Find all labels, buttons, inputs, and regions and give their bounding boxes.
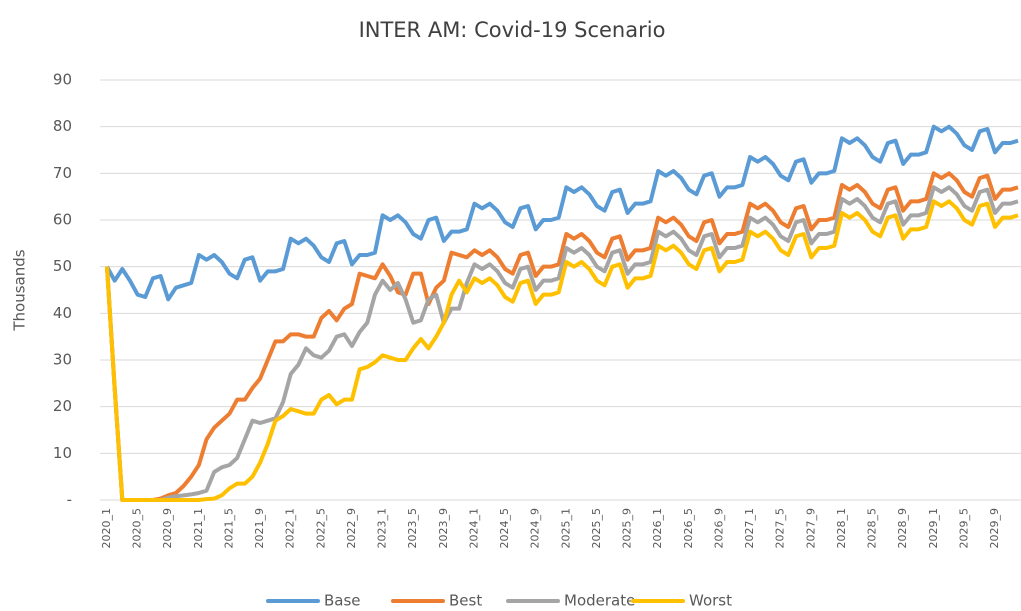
x-tick-label: 2022_1 — [284, 508, 297, 549]
y-tick-label: 20 — [53, 397, 72, 415]
x-tick-label: 2027_1 — [743, 508, 756, 549]
legend-label: Base — [324, 592, 361, 610]
legend-label: Best — [449, 592, 482, 610]
x-tick-label: 2022_9 — [345, 508, 358, 549]
x-tick-label: 2023_9 — [437, 508, 450, 549]
y-tick-label: - — [67, 491, 72, 509]
x-tick-label: 2026_9 — [712, 508, 725, 549]
series-line — [105, 171, 1019, 502]
x-tick-label: 2023_1 — [376, 508, 389, 549]
x-tick-label: 2027_9 — [804, 508, 817, 549]
series-line — [105, 199, 1019, 502]
x-tick-label: 2025_5 — [590, 508, 603, 549]
x-tick-label: 2029_5 — [957, 508, 970, 549]
x-tick-label: 2023_5 — [406, 508, 419, 549]
legend-label: Worst — [689, 592, 732, 610]
x-tick-label: 2024_5 — [498, 508, 511, 549]
series-line — [105, 124, 1019, 302]
x-tick-label: 2025_9 — [621, 508, 634, 549]
x-tick-label: 2026_1 — [651, 508, 664, 549]
x-tick-label: 2020_9 — [161, 508, 174, 549]
y-tick-label: 70 — [53, 164, 72, 182]
chart-title: INTER AM: Covid-19 Scenario — [359, 18, 666, 42]
x-tick-label: 2025_1 — [559, 508, 572, 549]
x-tick-label: 2029_1 — [927, 508, 940, 549]
x-tick-label: 2020_5 — [131, 508, 144, 549]
series-line — [105, 185, 1019, 502]
x-tick-label: 2028_5 — [866, 508, 879, 549]
x-tick-label: 2027_5 — [774, 508, 787, 549]
x-tick-label: 2022_5 — [314, 508, 327, 549]
y-tick-label: 10 — [53, 444, 72, 462]
x-tick-label: 2020_1 — [100, 508, 113, 549]
y-tick-label: 60 — [53, 211, 72, 229]
x-tick-label: 2028_9 — [896, 508, 909, 549]
y-tick-label: 80 — [53, 117, 72, 135]
x-tick-label: 2021_1 — [192, 508, 205, 549]
x-tick-label: 2028_1 — [835, 508, 848, 549]
legend-label: Moderate — [564, 592, 635, 610]
x-tick-label: 2029_9 — [988, 508, 1001, 549]
y-axis-label: Thousands — [11, 249, 29, 331]
y-tick-label: 30 — [53, 351, 72, 369]
x-tick-label: 2026_5 — [682, 508, 695, 549]
x-tick-label: 2024_1 — [467, 508, 480, 549]
y-tick-label: 50 — [53, 257, 72, 275]
x-tick-label: 2021_9 — [253, 508, 266, 549]
x-tick-label: 2021_5 — [222, 508, 235, 549]
y-tick-label: 90 — [53, 71, 72, 89]
y-tick-label: 40 — [53, 304, 72, 322]
x-tick-label: 2024_9 — [529, 508, 542, 549]
